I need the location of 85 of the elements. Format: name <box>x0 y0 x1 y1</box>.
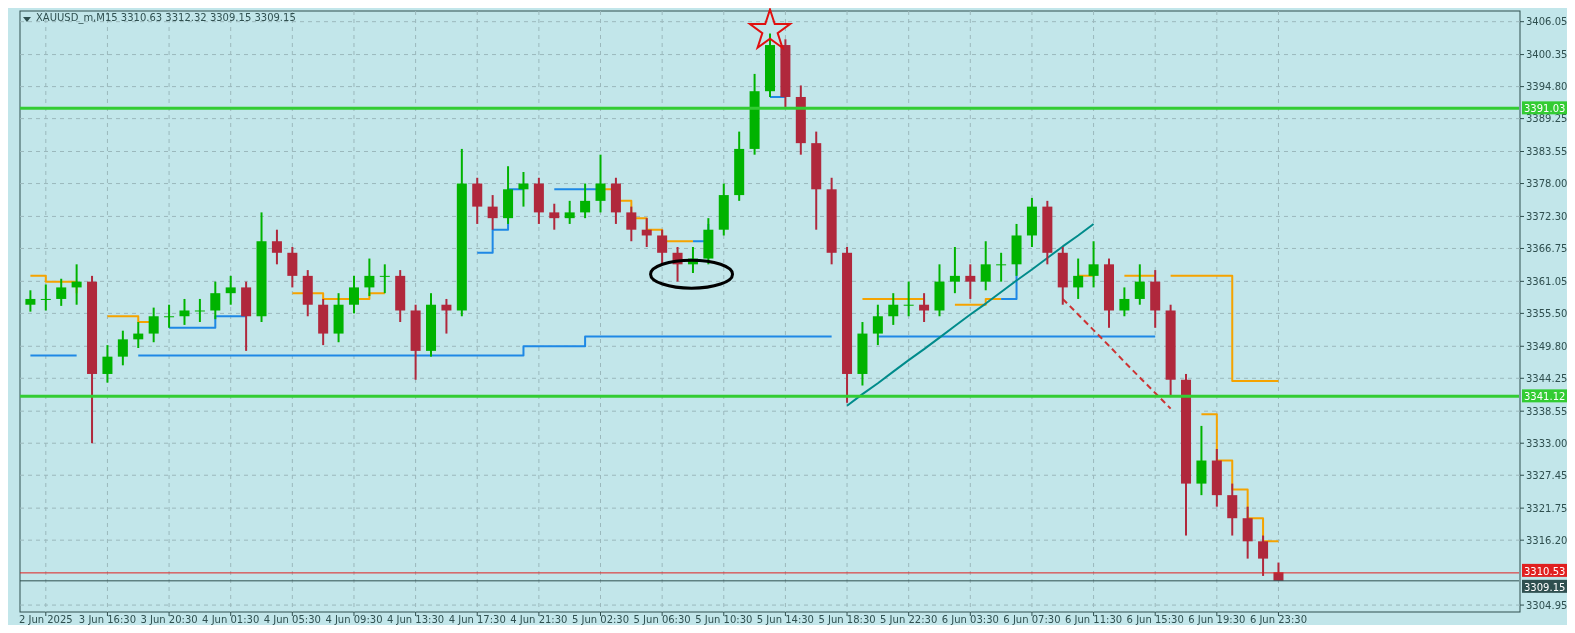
candlestick <box>348 274 359 315</box>
ref-line-label: 3391.03 <box>1524 103 1566 115</box>
x-tick-label: 6 Jun 15:30 <box>1126 614 1184 625</box>
candlestick <box>164 303 175 329</box>
candlestick <box>25 289 36 313</box>
candlestick <box>472 176 483 225</box>
candlestick <box>549 202 560 231</box>
candlestick <box>40 283 51 312</box>
candlestick <box>1073 257 1084 300</box>
x-tick-label: 5 Jun 06:30 <box>633 614 691 625</box>
x-tick-label: 3 Jun 16:30 <box>78 614 137 625</box>
candlestick <box>364 257 375 298</box>
candlestick <box>980 240 991 292</box>
x-tick-label: 6 Jun 11:30 <box>1064 614 1123 625</box>
candlestick <box>210 280 221 321</box>
chart-title: XAUUSD_m,M15 3310.63 3312.32 3309.15 3309.15 <box>36 12 296 24</box>
x-tick-label: 4 Jun 21:30 <box>510 614 568 625</box>
candlestick <box>626 205 637 243</box>
candlestick <box>965 263 976 300</box>
candlestick <box>1088 240 1099 289</box>
x-tick-label: 2 Jun 2025 <box>18 614 73 625</box>
x-tick-label: 6 Jun 07:30 <box>1003 614 1061 625</box>
candlestick <box>117 329 128 367</box>
candlestick <box>595 153 606 214</box>
x-tick-label: 5 Jun 18:30 <box>818 614 876 625</box>
x-tick-label: 6 Jun 19:30 <box>1188 614 1246 625</box>
candlestick <box>903 280 914 318</box>
x-tick-label: 5 Jun 10:30 <box>695 614 753 625</box>
candlestick <box>580 182 591 220</box>
candlestick <box>1258 534 1269 577</box>
line-series <box>1061 297 1172 410</box>
y-tick-label: 3316.20 <box>1526 534 1568 546</box>
candlestick <box>148 306 159 344</box>
y-tick-label: 3361.05 <box>1526 275 1568 287</box>
ref-line-label: 3341.12 <box>1524 391 1566 403</box>
y-tick-label: 3372.30 <box>1526 210 1568 222</box>
candlestick <box>996 251 1007 283</box>
x-tick-label: 4 Jun 13:30 <box>387 614 445 625</box>
candlestick <box>1242 505 1253 560</box>
y-tick-label: 3349.80 <box>1526 340 1568 352</box>
candlestick <box>194 297 205 324</box>
candlestick <box>1134 263 1145 306</box>
ref-line-label: 3310.53 <box>1524 565 1566 577</box>
candlestick <box>564 199 575 225</box>
y-tick-label: 3344.25 <box>1526 372 1568 384</box>
candlestick <box>657 228 668 266</box>
x-tick-label: 4 Jun 05:30 <box>263 614 321 625</box>
x-tick-label: 6 Jun 23:30 <box>1249 614 1308 625</box>
y-tick-label: 3389.25 <box>1526 113 1568 125</box>
candlestick <box>287 246 298 289</box>
candlestick <box>1196 424 1207 497</box>
y-tick-label: 3333.00 <box>1526 437 1568 449</box>
y-tick-label: 3394.80 <box>1526 81 1568 93</box>
y-tick-label: 3338.55 <box>1526 405 1568 417</box>
y-tick-label: 3355.50 <box>1526 307 1568 319</box>
candlestick <box>872 303 883 347</box>
y-tick-label: 3400.35 <box>1526 49 1568 61</box>
line-series <box>846 222 1095 407</box>
candlestick <box>56 277 67 307</box>
candlestick <box>271 228 282 266</box>
y-tick-label: 3366.75 <box>1526 242 1568 254</box>
x-tick-label: 5 Jun 02:30 <box>571 614 630 625</box>
candlestick <box>888 292 899 326</box>
candlestick <box>179 297 190 326</box>
candlestick <box>102 344 113 384</box>
x-tick-label: 3 Jun 20:30 <box>140 614 198 625</box>
x-tick-label: 6 Jun 03:30 <box>941 614 999 625</box>
candlestick <box>379 263 390 295</box>
candlestick <box>1227 482 1238 537</box>
x-tick-label: 4 Jun 01:30 <box>202 614 260 625</box>
ref-line-label: 3309.15 <box>1524 581 1566 593</box>
y-tick-label: 3321.75 <box>1526 502 1568 514</box>
candlestick <box>487 194 498 231</box>
x-tick-label: 4 Jun 09:30 <box>325 614 383 625</box>
x-tick-label: 5 Jun 14:30 <box>756 614 814 625</box>
candlestick <box>225 274 236 306</box>
y-tick-label: 3378.00 <box>1526 178 1568 190</box>
x-tick-label: 5 Jun 22:30 <box>880 614 938 625</box>
candlestick <box>1119 286 1130 318</box>
y-tick-label: 3383.55 <box>1526 146 1568 158</box>
y-tick-label: 3327.45 <box>1526 469 1568 481</box>
x-tick-label: 4 Jun 17:30 <box>448 614 506 625</box>
y-tick-label: 3406.05 <box>1526 16 1568 28</box>
candlestick <box>949 246 960 295</box>
y-tick-label: 3304.95 <box>1526 599 1568 611</box>
